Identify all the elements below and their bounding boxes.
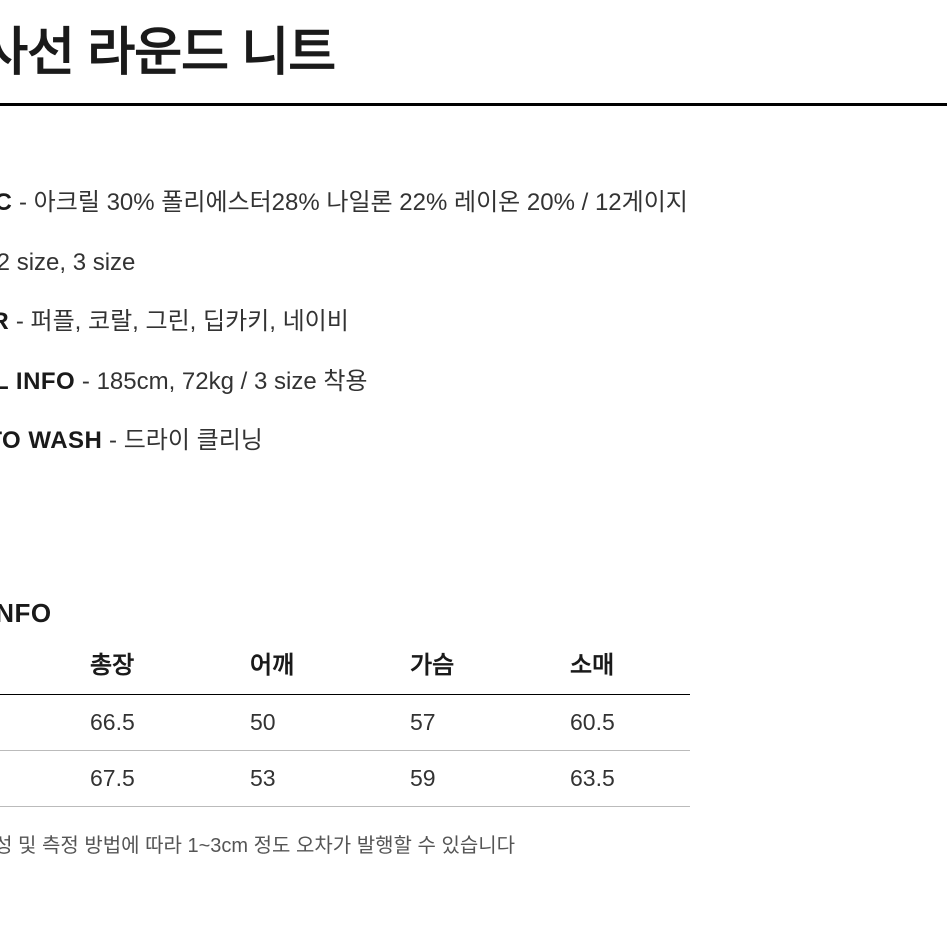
- model-info-row: MODEL INFO - 185cm, 72kg / 3 size 착용: [0, 365, 947, 399]
- fabric-value: - 아크릴 30% 폴리에스터28% 나일론 22% 레이온 20% / 12게…: [12, 189, 688, 216]
- size-row: SIZE - 2 size, 3 size: [0, 246, 947, 280]
- col-sleeve: 소매: [530, 635, 690, 695]
- table-row: 2 size 66.5 50 57 60.5: [0, 694, 690, 750]
- size-info-section: SIZE INFO (cm) 총장 어깨 가슴 소매 2 size 66.5 5…: [0, 598, 947, 858]
- model-label: MODEL INFO: [0, 368, 75, 395]
- wash-label: HOW TO WASH: [0, 427, 102, 454]
- model-value: - 185cm, 72kg / 3 size 착용: [75, 368, 367, 395]
- cell-sleeve: 60.5: [530, 694, 690, 750]
- size-info-heading: SIZE INFO: [0, 598, 947, 629]
- cell-chest: 59: [370, 750, 530, 806]
- col-shoulder: 어깨: [210, 635, 370, 695]
- wash-value: - 드라이 클리닝: [102, 427, 262, 454]
- col-chest: 가슴: [370, 635, 530, 695]
- size-table: (cm) 총장 어깨 가슴 소매 2 size 66.5 50 57 60.5 …: [0, 635, 690, 807]
- product-info-page: 톤 사선 라운드 니트 FABRIC - 아크릴 30% 폴리에스터28% 나일…: [0, 0, 947, 858]
- cell-sleeve: 63.5: [530, 750, 690, 806]
- color-label: COLOR: [0, 308, 9, 335]
- cell-length: 66.5: [50, 694, 210, 750]
- cell-length: 67.5: [50, 750, 210, 806]
- color-row: COLOR - 퍼플, 코랄, 그린, 딥카키, 네이비: [0, 305, 947, 339]
- fabric-label: FABRIC: [0, 189, 12, 216]
- col-unit: (cm): [0, 635, 50, 695]
- cell-shoulder: 53: [210, 750, 370, 806]
- cell-chest: 57: [370, 694, 530, 750]
- table-row: 3 size 67.5 53 59 63.5: [0, 750, 690, 806]
- fabric-row: FABRIC - 아크릴 30% 폴리에스터28% 나일론 22% 레이온 20…: [0, 186, 947, 220]
- cell-shoulder: 50: [210, 694, 370, 750]
- col-length: 총장: [50, 635, 210, 695]
- measurement-note: * 제품 특성 및 측정 방법에 따라 1~3cm 정도 오차가 발행할 수 있…: [0, 829, 947, 858]
- cell-size: 3 size: [0, 750, 50, 806]
- size-value: - 2 size, 3 size: [0, 249, 135, 276]
- cell-size: 2 size: [0, 694, 50, 750]
- color-value: - 퍼플, 코랄, 그린, 딥카키, 네이비: [9, 308, 349, 335]
- size-table-header-row: (cm) 총장 어깨 가슴 소매: [0, 635, 690, 695]
- product-title: 톤 사선 라운드 니트: [0, 10, 947, 106]
- wash-row: HOW TO WASH - 드라이 클리닝: [0, 424, 947, 458]
